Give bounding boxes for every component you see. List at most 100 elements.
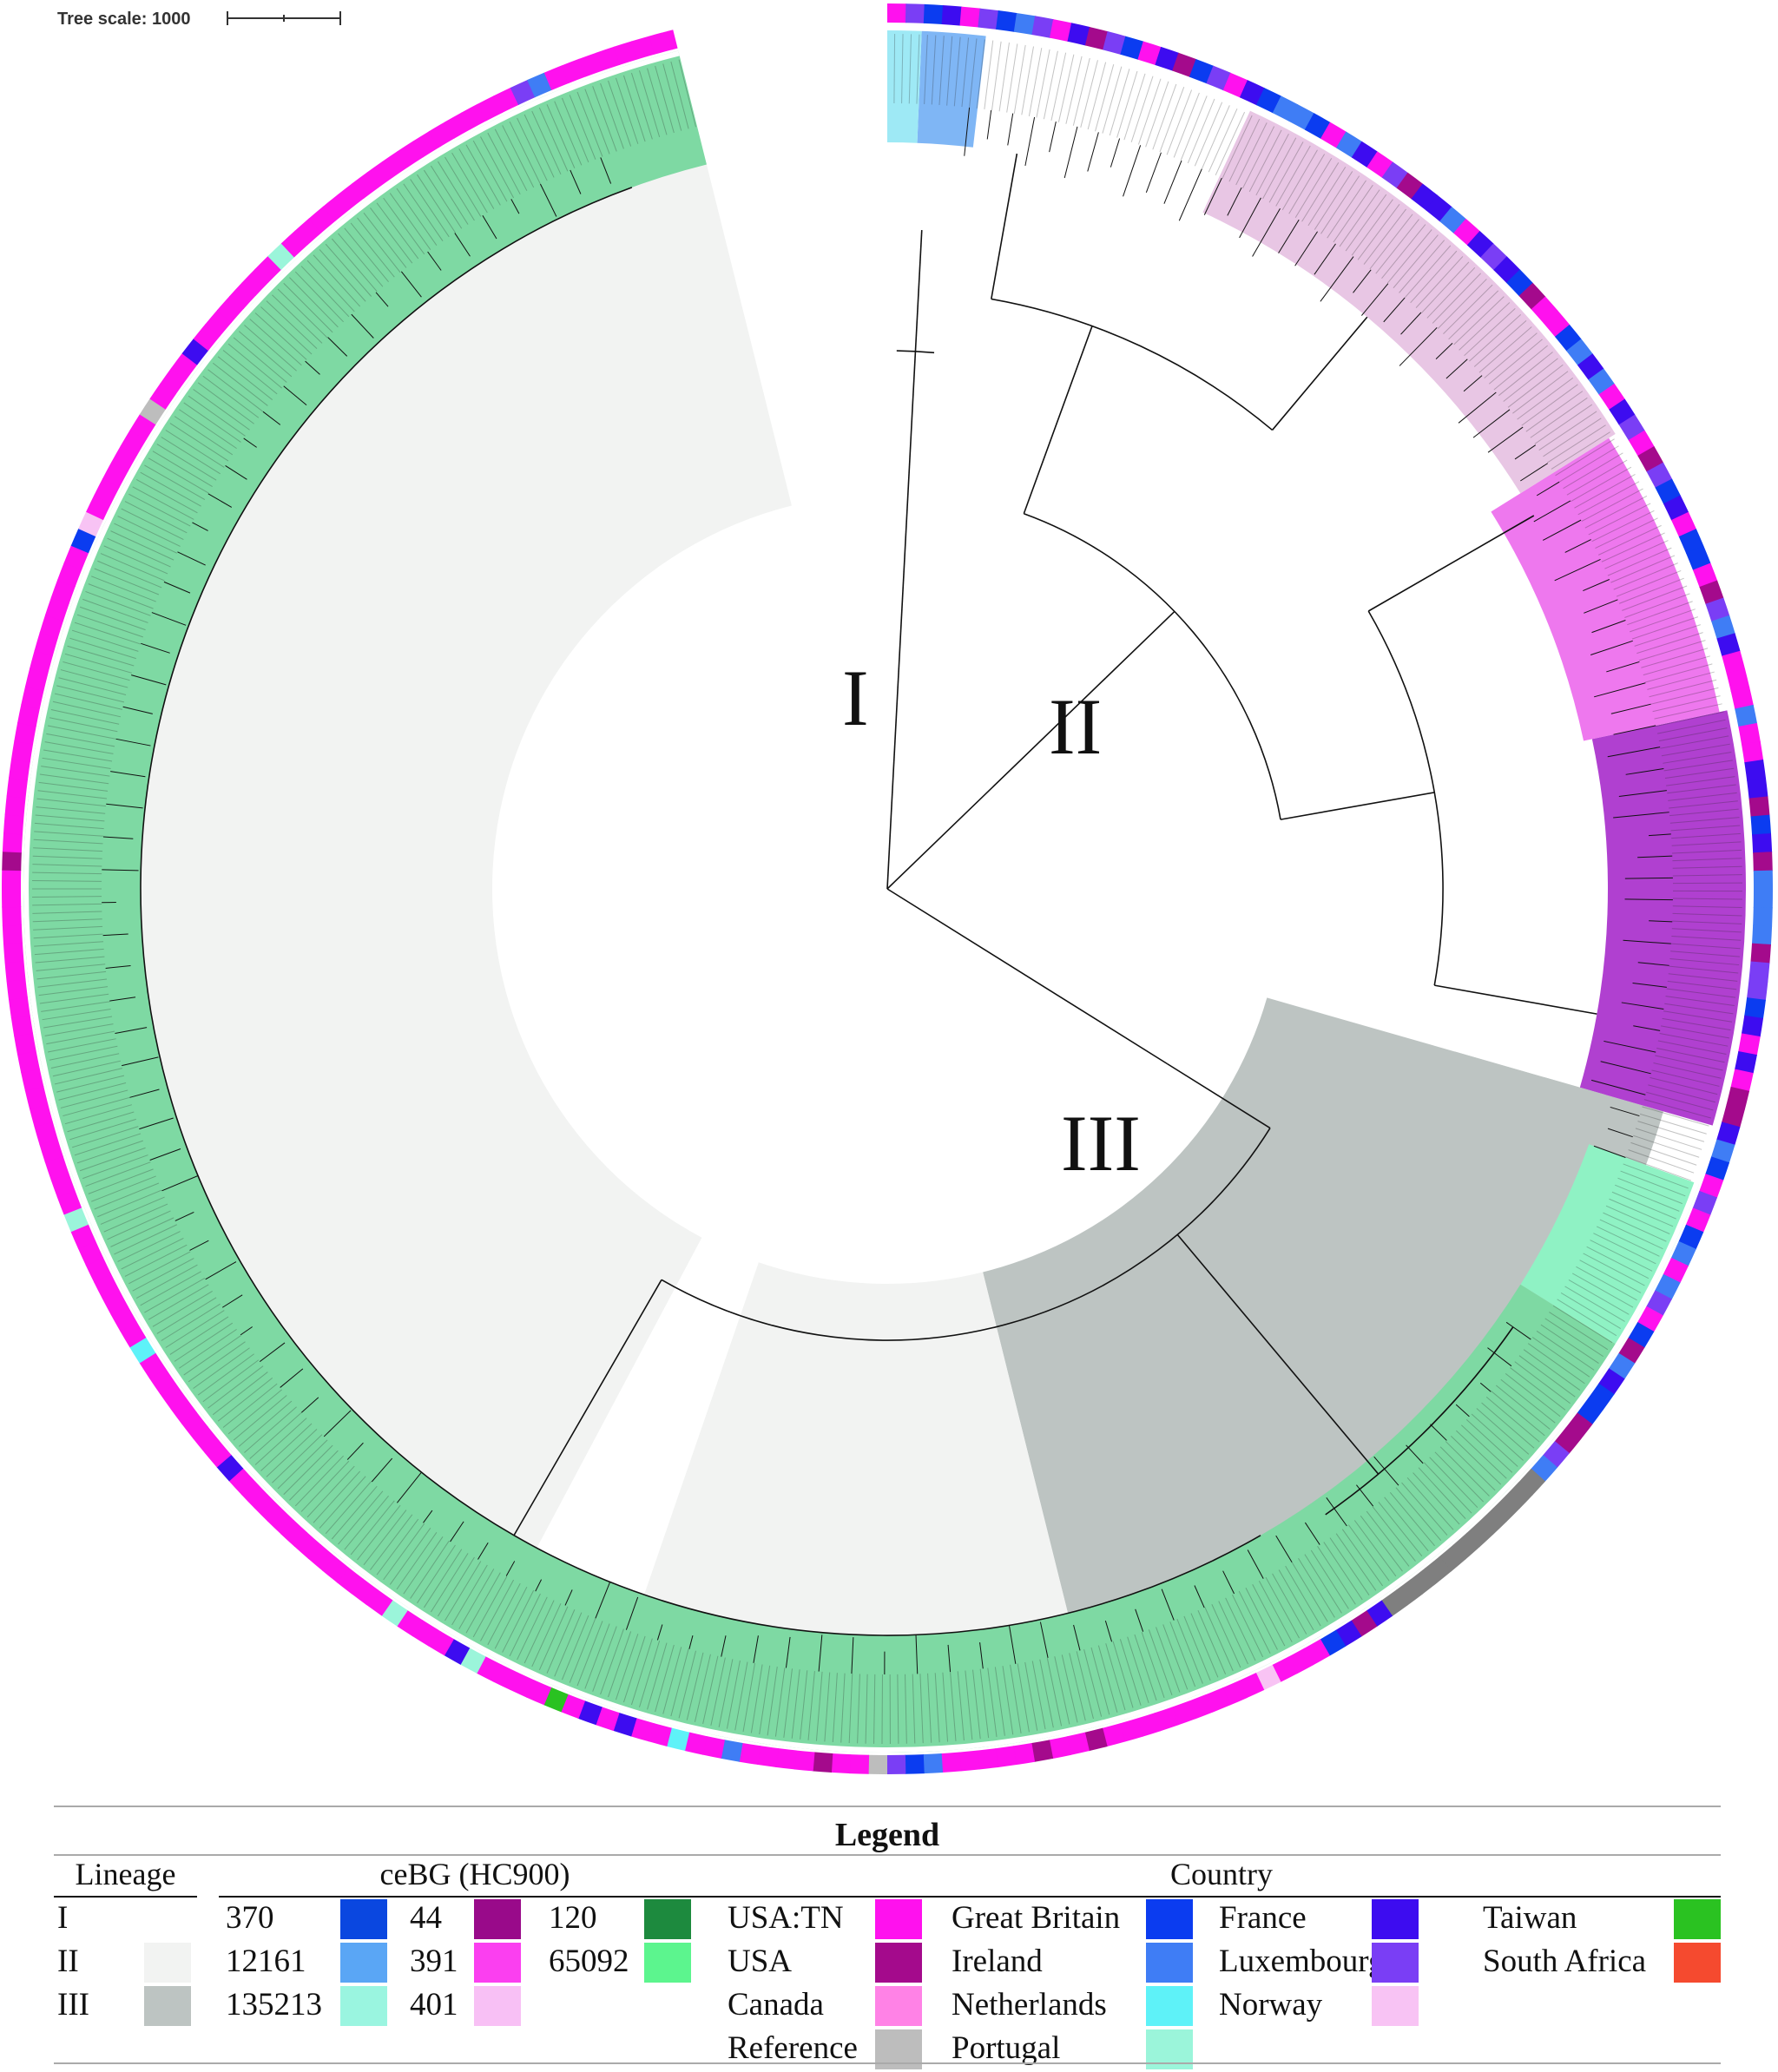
tree-mark-1026 (243, 437, 257, 448)
tree-mark-457 (107, 1210, 171, 1240)
tree-mark-137 (1624, 593, 1690, 618)
tree-mark-1076 (1542, 519, 1582, 541)
tree-mark-844 (77, 1240, 103, 1266)
tree-mark-546 (110, 530, 175, 561)
tree-mark-278 (1310, 1549, 1349, 1609)
tree-mark-845 (70, 1223, 96, 1249)
tree-mark-90 (1432, 273, 1481, 324)
tree-mark-311 (1083, 1649, 1103, 1717)
country-taiwan-label: Taiwan (1483, 1900, 1577, 1936)
tree-mark-795 (775, 1748, 797, 1770)
tree-mark-383 (524, 1600, 555, 1664)
tree-mark-453 (121, 1237, 184, 1270)
tree-mark-140 (1631, 616, 1698, 640)
tree-mark-631 (615, 77, 639, 144)
country-south-africa-swatch (1674, 1943, 1721, 1983)
tree-mark-772 (1189, 1694, 1214, 1720)
tree-mark-91 (1437, 279, 1487, 329)
tree-mark-356 (734, 1661, 748, 1731)
tree-mark-1068 (1463, 375, 1483, 392)
tree-mark-421 (272, 1434, 323, 1483)
tree-mark-926 (631, 36, 655, 60)
tree-mark-353 (759, 1665, 771, 1735)
tree-mark-265 (1389, 1491, 1435, 1547)
tree-mark-497 (32, 918, 102, 923)
tree-mark-645 (978, 8, 999, 30)
tree-mark-785 (958, 1750, 980, 1772)
tree-mark-571 (217, 356, 273, 401)
tree-mark-247 (1485, 1396, 1540, 1443)
tree-mark-871 (9, 759, 30, 780)
tree-mark-886 (86, 494, 112, 521)
tree-mark-638 (670, 61, 689, 129)
tree-mark-82 (1386, 229, 1432, 284)
tree-mark-659 (1222, 72, 1248, 98)
tree-mark-150 (1652, 695, 1721, 713)
tree-mark-406 (363, 1510, 407, 1566)
tree-mark-998 (221, 1294, 243, 1308)
tree-mark-366 (655, 1644, 675, 1713)
tree-mark-102 (1493, 345, 1548, 391)
tree-mark-305 (1127, 1636, 1149, 1704)
clade-shading (23, 30, 1747, 1753)
tree-mark-161 (1667, 784, 1736, 794)
tree-mark-307 (1112, 1641, 1134, 1708)
tree-mark-653 (1120, 36, 1144, 60)
tree-mark-1058 (1294, 231, 1318, 266)
tree-mark-505 (32, 855, 102, 859)
tree-mark-115 (1551, 431, 1610, 470)
tree-mark-275 (1329, 1537, 1370, 1595)
tree-mark-225 (1579, 1260, 1642, 1293)
tree-mark-585 (294, 271, 344, 323)
tree-mark-604 (417, 174, 456, 234)
tree-mark-642 (923, 3, 944, 25)
tree-mark-370 (622, 1635, 646, 1703)
tree-mark-22 (976, 39, 985, 109)
tree-mark-160 (1666, 776, 1735, 786)
tree-mark-602 (403, 183, 444, 242)
tree-mark-1063 (1383, 297, 1406, 323)
tree-mark-371 (615, 1634, 639, 1700)
tree-mark-255 (1445, 1441, 1496, 1491)
tree-mark-95 (1459, 302, 1511, 351)
tree-mark-335 (905, 1674, 907, 1744)
tree-mark-226 (1576, 1266, 1637, 1301)
tree-mark-1057 (1278, 219, 1300, 253)
tree-mark-437 (188, 1341, 246, 1383)
tree-mark-701 (1716, 633, 1741, 657)
tree-mark-320 (1017, 1663, 1030, 1733)
country-taiwan-swatch (1674, 1899, 1721, 1939)
tree-mark-142 (1636, 632, 1703, 654)
tree-mark-344 (832, 1673, 838, 1743)
tree-mark-324 (987, 1667, 998, 1737)
tree-mark-1022 (177, 551, 206, 566)
tree-mark-1060 (1320, 256, 1354, 302)
tree-mark-490 (36, 970, 107, 980)
tree-mark-933 (914, 230, 923, 352)
tree-mark-690 (1637, 446, 1664, 472)
tree-mark-57 (1228, 118, 1261, 182)
tree-mark-803 (630, 1718, 655, 1742)
tree-mark-389 (480, 1579, 514, 1641)
tree-mark-623 (554, 101, 583, 166)
tree-mark-593 (344, 227, 389, 282)
tree-mark-628 (592, 86, 617, 152)
tree-mark-712 (1752, 832, 1773, 854)
tree-mark-991 (371, 1457, 393, 1483)
tree-mark-359 (710, 1657, 726, 1726)
tree-mark-46 (1152, 83, 1177, 150)
tree-mark-460 (97, 1189, 162, 1218)
tree-mark-488 (38, 986, 109, 997)
tree-mark-709 (1747, 778, 1768, 799)
tree-mark-995 (280, 1368, 304, 1388)
tree-mark-258 (1429, 1457, 1478, 1509)
tree-mark-1098 (1632, 982, 1667, 988)
tree-mark-336 (897, 1674, 899, 1744)
tree-mark-946 (661, 1128, 1271, 1341)
tree-mark-138 (1627, 601, 1693, 626)
tree-mark-583 (283, 282, 333, 333)
tree-mark-717 (1751, 924, 1773, 945)
tree-mark-396 (430, 1553, 469, 1613)
tree-mark-517 (42, 757, 111, 770)
tree-mark-557 (152, 451, 213, 488)
